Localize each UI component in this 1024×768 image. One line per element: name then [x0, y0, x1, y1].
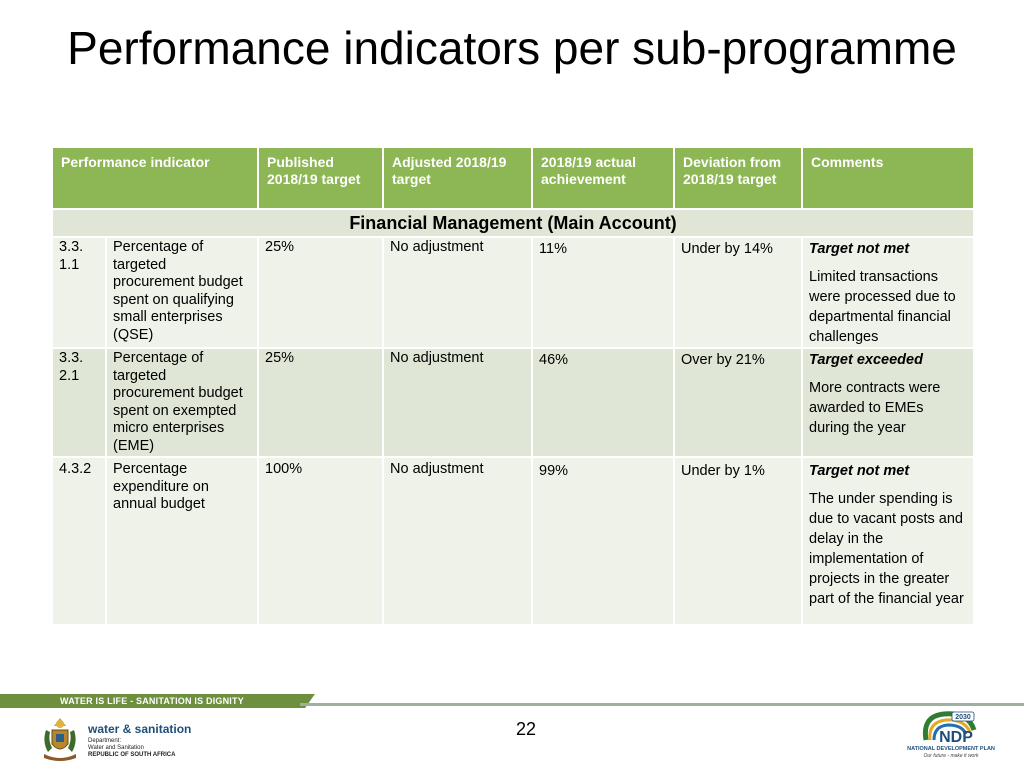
adjusted-target: No adjustment [390, 461, 484, 477]
dept-line-1: Department: [88, 738, 122, 744]
comment-text: More contracts were awarded to EMEs duri… [809, 380, 941, 436]
deviation: Over by 21% [681, 352, 765, 368]
footer-bar: WATER IS LIFE - SANITATION IS DIGNITY [0, 694, 1024, 708]
adjusted-target: No adjustment [390, 239, 484, 255]
adjusted-target: No adjustment [390, 350, 484, 366]
dept-line-2: Water and Sanitation [88, 745, 144, 751]
header-published-target: Published 2018/19 target [257, 146, 385, 210]
performance-table: Performance indicator Published 2018/19 … [50, 146, 976, 626]
footer-green-strip [0, 694, 290, 708]
deviation: Under by 14% [681, 241, 773, 257]
actual-achievement: 99% [539, 463, 569, 479]
indicator-name: Percentage of targeted procurement budge… [113, 239, 243, 343]
comment-text: Limited transactions were processed due … [809, 269, 956, 345]
deviation: Under by 1% [681, 463, 765, 479]
section-row: Financial Management (Main Account) [50, 208, 976, 238]
actual-achievement: 46% [539, 352, 569, 368]
ndp-abbr: NDP [939, 729, 973, 746]
comment-status: Target not met [809, 463, 910, 479]
coat-of-arms-icon [44, 718, 76, 761]
dept-name: water & sanitation [88, 722, 192, 736]
table-row: 3.3. 2.1 Percentage of targeted procurem… [51, 347, 976, 458]
department-logo: water & sanitation Department: Water and… [88, 722, 191, 759]
slide-title: Performance indicators per sub-programme [67, 22, 957, 74]
footer-tagline: WATER IS LIFE - SANITATION IS DIGNITY [60, 696, 244, 706]
actual-achievement: 11% [539, 241, 567, 257]
ndp-tagline: Our future - make it work [923, 753, 979, 759]
ndp-year: 2030 [955, 714, 971, 721]
footer-grey-line [300, 703, 1024, 706]
header-deviation: Deviation from 2018/19 target [673, 146, 804, 210]
table-header-row: Performance indicator Published 2018/19 … [50, 146, 976, 210]
table-row: 3.3. 1.1 Percentage of targeted procurem… [51, 236, 976, 349]
header-adjusted-target: Adjusted 2018/19 target [382, 146, 534, 210]
indicator-code: 4.3.2 [59, 461, 92, 477]
comment-status: Target exceeded [809, 352, 923, 368]
indicator-code: 3.3. 1.1 [59, 239, 84, 273]
indicator-code: 3.3. 2.1 [59, 350, 84, 384]
ndp-name: NATIONAL DEVELOPMENT PLAN [907, 746, 995, 752]
published-target: 25% [265, 239, 295, 255]
comment-status: Target not met [809, 241, 910, 257]
published-target: 25% [265, 350, 295, 366]
header-comments: Comments [801, 146, 976, 210]
table-row: 4.3.2 Percentage expenditure on annual b… [51, 456, 976, 626]
ndp-logo-icon: 2030 NDP [922, 711, 977, 746]
header-performance-indicator: Performance indicator [50, 146, 260, 210]
header-actual-achievement: 2018/19 actual achievement [531, 146, 676, 210]
dept-line-3: REPUBLIC OF SOUTH AFRICA [88, 752, 176, 758]
published-target: 100% [265, 461, 303, 477]
section-title: Financial Management (Main Account) [50, 208, 976, 238]
indicator-name: Percentage expenditure on annual budget [113, 461, 209, 512]
page-number: 22 [516, 719, 537, 739]
comment-text: The under spending is due to vacant post… [809, 491, 964, 607]
indicator-name: Percentage of targeted procurement budge… [113, 350, 243, 454]
